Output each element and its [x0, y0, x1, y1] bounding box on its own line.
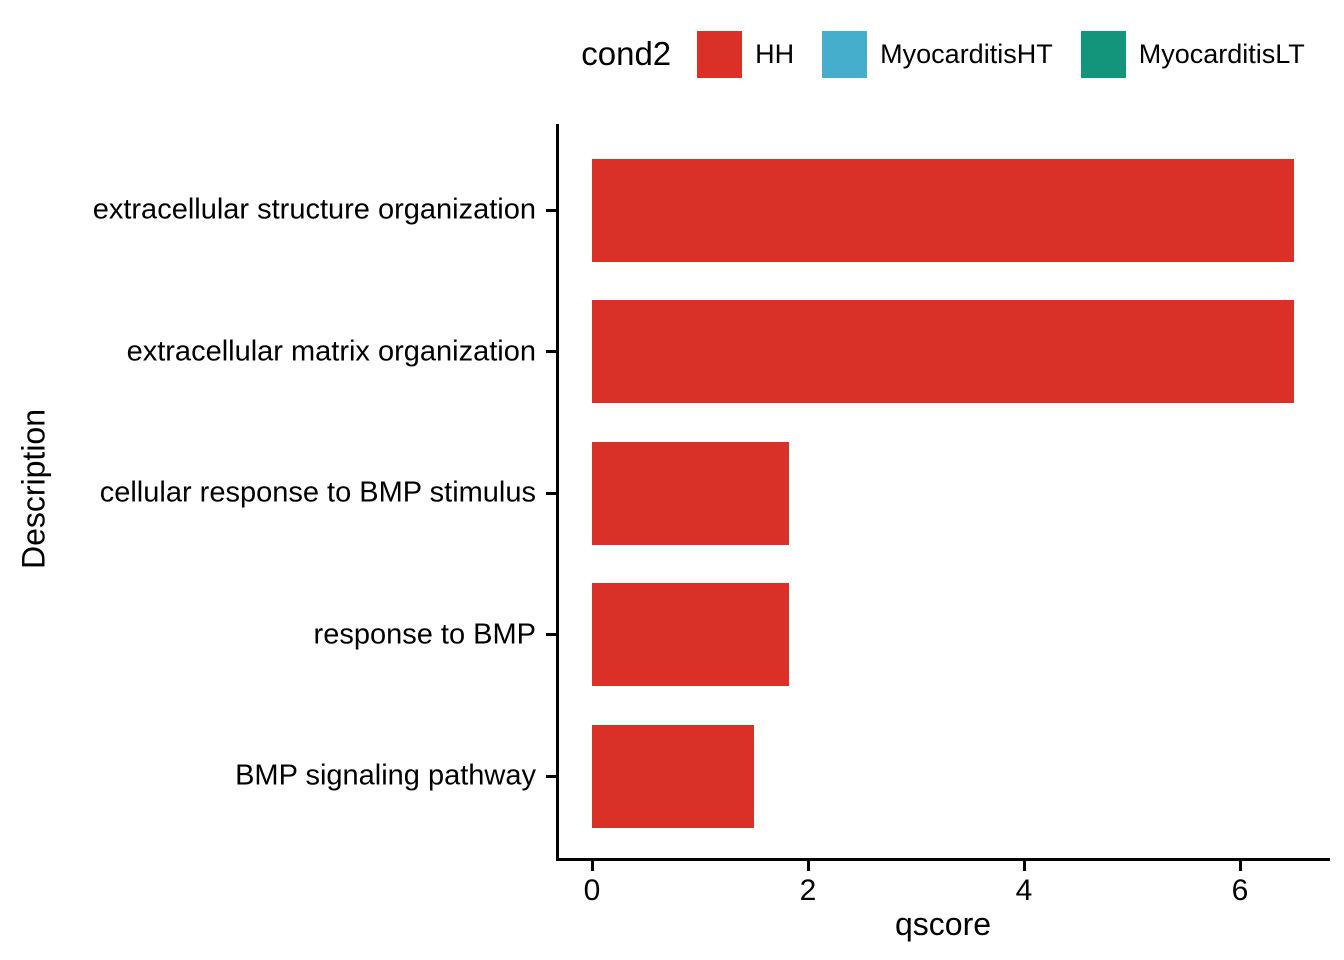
- legend-title: cond2: [581, 35, 672, 72]
- x-tick-label: 2: [799, 874, 817, 907]
- y-axis-tick: [546, 633, 556, 636]
- bar: [592, 300, 1294, 403]
- y-tick-label: extracellular structure organization: [92, 193, 536, 226]
- y-axis-line: [556, 124, 559, 861]
- x-axis-tick: [1022, 861, 1026, 871]
- y-axis-title: Description: [15, 408, 52, 570]
- y-tick-label: BMP signaling pathway: [235, 759, 536, 792]
- y-tick-label: extracellular matrix organization: [126, 335, 536, 367]
- legend: cond2 HH MyocarditisHT MyocarditisLT: [556, 30, 1330, 78]
- x-axis-tick: [1238, 861, 1242, 871]
- x-axis-line: [556, 858, 1330, 861]
- legend-label: MyocarditisHT: [880, 38, 1053, 69]
- x-axis-tick: [590, 861, 594, 871]
- bar: [592, 441, 789, 545]
- bar: [592, 158, 1294, 262]
- bar: [592, 583, 789, 686]
- legend-swatch-myocarditislt: [1080, 30, 1126, 78]
- legend-label: HH: [755, 38, 795, 69]
- bar: [592, 724, 754, 828]
- x-tick-label: 0: [583, 874, 601, 907]
- legend-items: HH MyocarditisHT MyocarditisLT: [697, 30, 1305, 78]
- legend-label: MyocarditisLT: [1138, 38, 1305, 69]
- y-axis-tick: [546, 208, 556, 212]
- x-axis-title: qscore: [894, 906, 992, 942]
- y-axis-tick: [546, 491, 556, 495]
- x-tick-label: 6: [1231, 874, 1249, 907]
- legend-swatch-hh: [697, 30, 743, 78]
- y-axis-tick: [546, 774, 556, 778]
- legend-swatch-myocarditisht: [822, 30, 868, 78]
- x-axis-tick: [806, 861, 810, 871]
- x-tick-label: 4: [1015, 874, 1033, 907]
- legend-item: HH: [697, 30, 795, 78]
- legend-item: MyocarditisHT: [822, 30, 1053, 78]
- y-axis-tick: [546, 350, 556, 353]
- y-tick-label: response to BMP: [313, 618, 536, 650]
- y-tick-label: cellular response to BMP stimulus: [99, 476, 536, 509]
- legend-item: MyocarditisLT: [1080, 30, 1305, 78]
